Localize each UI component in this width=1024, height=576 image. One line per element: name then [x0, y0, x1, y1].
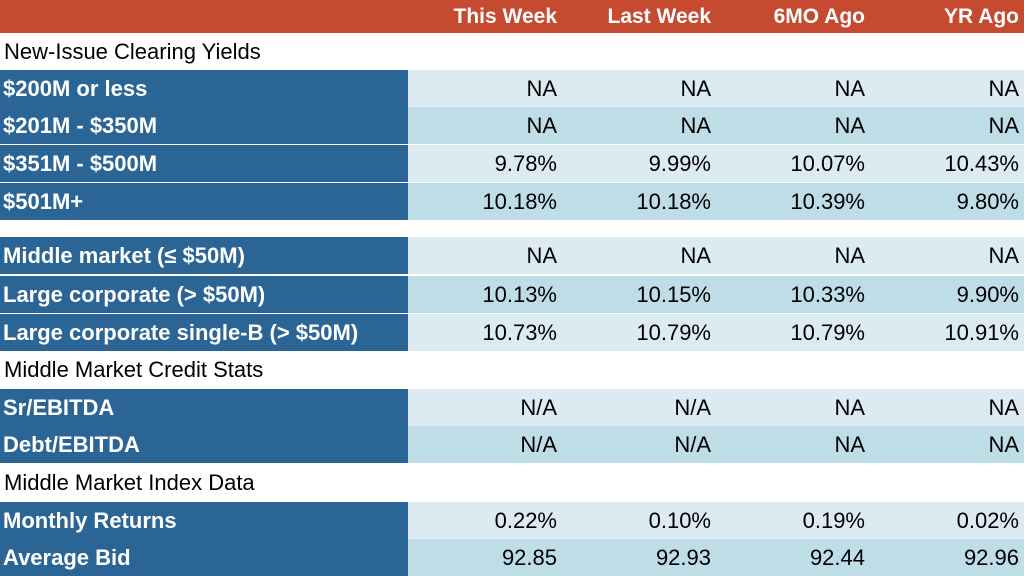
value-this-week: NA [408, 237, 562, 274]
value-yr-ago: 10.91% [870, 314, 1024, 351]
value-6mo-ago: NA [716, 426, 870, 463]
row-label: $200M or less [0, 70, 408, 107]
row-label: Large corporate (> $50M) [0, 276, 408, 313]
value-last-week: 9.99% [562, 145, 716, 182]
row-label: Debt/EBITDA [0, 426, 408, 463]
value-last-week: N/A [562, 389, 716, 426]
table-row: $351M - $500M 9.78% 9.99% 10.07% 10.43% [0, 145, 1024, 182]
value-6mo-ago: 0.19% [716, 502, 870, 539]
value-yr-ago: 92.96 [870, 539, 1024, 576]
value-last-week: 92.93 [562, 539, 716, 576]
value-this-week: NA [408, 107, 562, 144]
value-last-week: 10.18% [562, 183, 716, 220]
value-yr-ago: NA [870, 107, 1024, 144]
value-yr-ago: NA [870, 237, 1024, 274]
value-yr-ago: NA [870, 70, 1024, 107]
value-this-week: N/A [408, 426, 562, 463]
value-6mo-ago: 10.07% [716, 145, 870, 182]
header-6mo-ago: 6MO Ago [773, 5, 865, 28]
row-label: Middle market (≤ $50M) [0, 237, 408, 274]
section-title-new-issue: New-Issue Clearing Yields [0, 33, 1024, 70]
value-this-week: 10.13% [408, 276, 562, 313]
row-label: $351M - $500M [0, 145, 408, 182]
table-row: $501M+ 10.18% 10.18% 10.39% 9.80% [0, 183, 1024, 220]
value-this-week: 10.18% [408, 183, 562, 220]
row-label: Average Bid [0, 539, 408, 576]
row-label: $201M - $350M [0, 107, 408, 144]
table-row: Large corporate single-B (> $50M) 10.73%… [0, 314, 1024, 351]
table-row: Average Bid 92.85 92.93 92.44 92.96 [0, 539, 1024, 576]
header-this-week: This Week [453, 5, 557, 28]
value-yr-ago: NA [870, 426, 1024, 463]
header-spacer [0, 0, 408, 33]
table-row: $201M - $350M NA NA NA NA [0, 107, 1024, 144]
value-last-week: 0.10% [562, 502, 716, 539]
value-yr-ago: 0.02% [870, 502, 1024, 539]
row-label: Large corporate single-B (> $50M) [0, 314, 408, 351]
value-yr-ago: 9.90% [870, 276, 1024, 313]
value-this-week: N/A [408, 389, 562, 426]
section-title-index-data: Middle Market Index Data [0, 464, 1024, 501]
value-6mo-ago: 92.44 [716, 539, 870, 576]
value-last-week: N/A [562, 426, 716, 463]
value-yr-ago: 9.80% [870, 183, 1024, 220]
value-last-week: NA [562, 237, 716, 274]
value-yr-ago: NA [870, 389, 1024, 426]
header-last-week: Last Week [607, 5, 712, 28]
table-row: Debt/EBITDA N/A N/A NA NA [0, 426, 1024, 463]
table-row: Large corporate (> $50M) 10.13% 10.15% 1… [0, 276, 1024, 313]
header-yr-ago: YR Ago [943, 5, 1019, 28]
value-6mo-ago: 10.33% [716, 276, 870, 313]
value-this-week: 92.85 [408, 539, 562, 576]
value-this-week: NA [408, 70, 562, 107]
value-last-week: 10.15% [562, 276, 716, 313]
value-6mo-ago: NA [716, 107, 870, 144]
value-this-week: 0.22% [408, 502, 562, 539]
table-row: $200M or less NA NA NA NA [0, 70, 1024, 107]
table-row: Middle market (≤ $50M) NA NA NA NA [0, 237, 1024, 274]
section-title-credit-stats: Middle Market Credit Stats [0, 351, 1024, 388]
value-6mo-ago: 10.39% [716, 183, 870, 220]
table-row: Sr/EBITDA N/A N/A NA NA [0, 389, 1024, 426]
value-6mo-ago: NA [716, 237, 870, 274]
value-6mo-ago: NA [716, 389, 870, 426]
value-last-week: 10.79% [562, 314, 716, 351]
row-label: Monthly Returns [0, 502, 408, 539]
value-6mo-ago: NA [716, 70, 870, 107]
section-gap [0, 220, 1024, 236]
value-last-week: NA [562, 107, 716, 144]
value-last-week: NA [562, 70, 716, 107]
table-row: Monthly Returns 0.22% 0.10% 0.19% 0.02% [0, 502, 1024, 539]
column-header-row: This Week Last Week 6MO Ago YR Ago [0, 0, 1024, 33]
value-this-week: 9.78% [408, 145, 562, 182]
value-6mo-ago: 10.79% [716, 314, 870, 351]
row-label: Sr/EBITDA [0, 389, 408, 426]
value-yr-ago: 10.43% [870, 145, 1024, 182]
value-this-week: 10.73% [408, 314, 562, 351]
row-label: $501M+ [0, 183, 408, 220]
